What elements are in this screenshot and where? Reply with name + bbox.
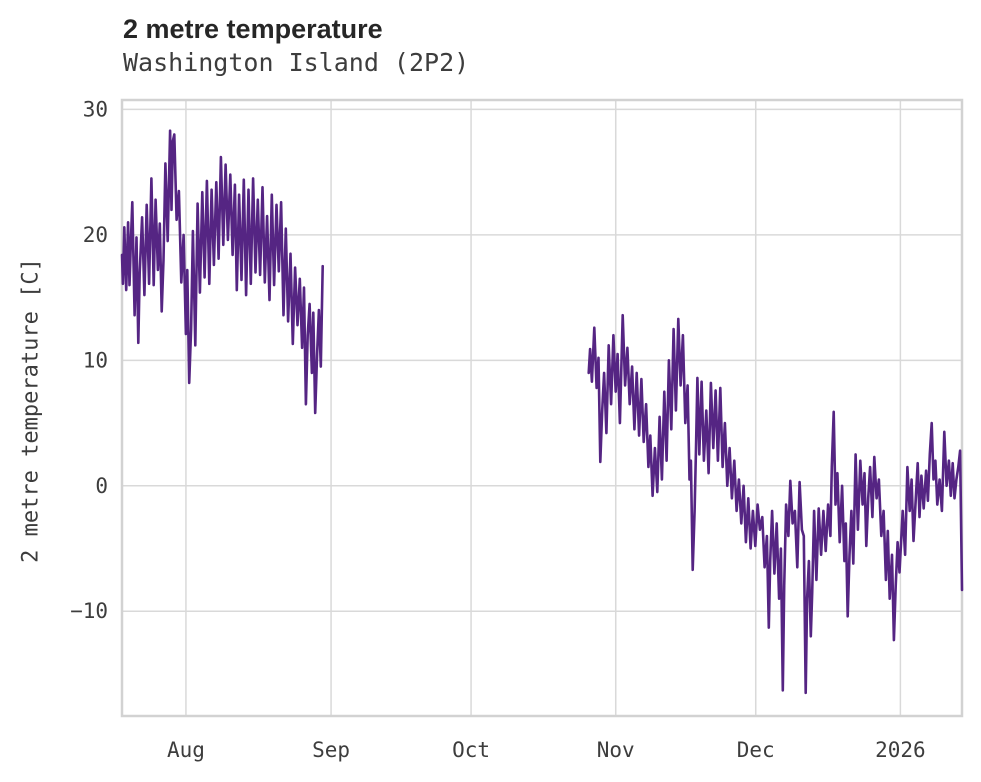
plot-border <box>120 98 964 718</box>
temperature-line <box>120 129 324 415</box>
x-tick-label: 2026 <box>875 738 926 762</box>
y-tick-label: 0 <box>95 474 108 498</box>
x-tick-label: Nov <box>597 738 635 762</box>
x-tick-label: Aug <box>167 738 205 762</box>
y-tick-label: −10 <box>70 599 108 623</box>
chart-title: 2 metre temperature <box>123 14 383 44</box>
y-tick-label: 20 <box>83 223 108 247</box>
y-tick-label: 10 <box>83 348 108 372</box>
chart-subtitle: Washington Island (2P2) <box>123 48 470 77</box>
temperature-line <box>587 313 964 695</box>
x-tick-label: Oct <box>452 738 490 762</box>
x-tick-label: Dec <box>737 738 775 762</box>
x-tick-label: Sep <box>312 738 350 762</box>
y-tick-label: 30 <box>83 97 108 121</box>
